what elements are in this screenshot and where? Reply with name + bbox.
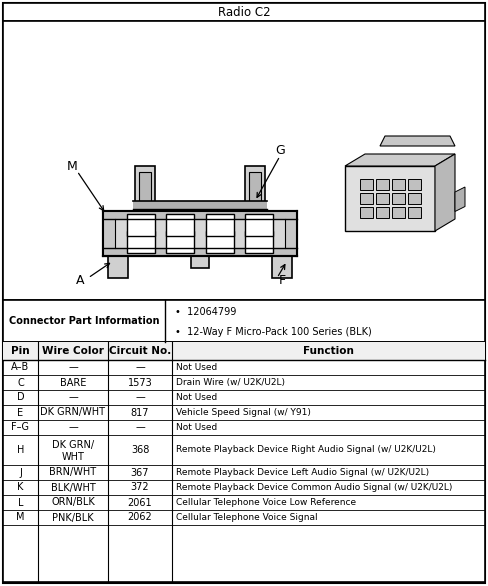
Bar bbox=[360, 207, 372, 218]
Bar bbox=[375, 207, 388, 218]
Text: BRN/WHT: BRN/WHT bbox=[49, 468, 97, 478]
Bar bbox=[391, 193, 405, 204]
Text: DK GRN/: DK GRN/ bbox=[52, 440, 94, 449]
Polygon shape bbox=[455, 187, 465, 212]
Text: G: G bbox=[275, 145, 285, 158]
Text: —: — bbox=[68, 363, 78, 373]
Bar bbox=[360, 179, 372, 190]
Text: BARE: BARE bbox=[60, 377, 86, 387]
Bar bbox=[166, 231, 194, 253]
Text: Remote Playback Device Right Audio Signal (w/ U2K/U2L): Remote Playback Device Right Audio Signa… bbox=[176, 445, 436, 455]
Text: 367: 367 bbox=[131, 468, 149, 478]
Text: Not Used: Not Used bbox=[176, 363, 217, 372]
Bar bbox=[133, 201, 267, 209]
Text: Pin: Pin bbox=[11, 346, 30, 356]
Bar bbox=[360, 193, 372, 204]
Bar bbox=[103, 248, 297, 256]
Text: —: — bbox=[135, 393, 145, 403]
Text: F–G: F–G bbox=[12, 423, 29, 432]
Bar bbox=[345, 166, 435, 231]
Bar bbox=[407, 207, 421, 218]
Text: Cellular Telephone Voice Signal: Cellular Telephone Voice Signal bbox=[176, 513, 318, 522]
Text: •  12-Way F Micro-Pack 100 Series (BLK): • 12-Way F Micro-Pack 100 Series (BLK) bbox=[175, 327, 372, 337]
Bar bbox=[249, 172, 261, 207]
Bar bbox=[3, 342, 485, 582]
Text: M: M bbox=[16, 513, 25, 523]
Bar bbox=[407, 193, 421, 204]
Text: Remote Playback Device Common Audio Signal (w/ U2K/U2L): Remote Playback Device Common Audio Sign… bbox=[176, 483, 452, 492]
Text: 817: 817 bbox=[131, 407, 149, 417]
Bar bbox=[206, 214, 234, 236]
Text: —: — bbox=[68, 423, 78, 432]
Bar bbox=[206, 231, 234, 253]
Bar bbox=[3, 342, 485, 360]
Bar bbox=[135, 166, 155, 211]
Text: A: A bbox=[76, 274, 84, 288]
Bar bbox=[191, 256, 209, 268]
Text: ORN/BLK: ORN/BLK bbox=[51, 498, 95, 507]
Text: —: — bbox=[135, 363, 145, 373]
Text: Vehicle Speed Signal (w/ Y91): Vehicle Speed Signal (w/ Y91) bbox=[176, 408, 311, 417]
Text: Function: Function bbox=[303, 346, 354, 356]
Text: L: L bbox=[18, 498, 23, 507]
Text: Circuit No.: Circuit No. bbox=[109, 346, 171, 356]
Text: 2062: 2062 bbox=[128, 513, 152, 523]
Text: Not Used: Not Used bbox=[176, 423, 217, 432]
Text: Cellular Telephone Voice Low Reference: Cellular Telephone Voice Low Reference bbox=[176, 498, 356, 507]
Bar bbox=[139, 172, 151, 207]
Text: 368: 368 bbox=[131, 445, 149, 455]
Text: H: H bbox=[17, 445, 24, 455]
Text: A–B: A–B bbox=[11, 363, 30, 373]
Bar bbox=[245, 214, 273, 236]
Text: E: E bbox=[18, 407, 23, 417]
Bar bbox=[126, 214, 155, 236]
Bar bbox=[391, 179, 405, 190]
Text: F: F bbox=[279, 274, 285, 288]
Text: 1573: 1573 bbox=[128, 377, 152, 387]
Bar bbox=[407, 179, 421, 190]
Bar bbox=[105, 219, 295, 248]
Bar bbox=[3, 21, 485, 300]
Text: —: — bbox=[135, 423, 145, 432]
Bar bbox=[166, 214, 194, 236]
Text: 2061: 2061 bbox=[128, 498, 152, 507]
Polygon shape bbox=[435, 154, 455, 231]
Bar bbox=[108, 256, 128, 278]
Text: Wire Color: Wire Color bbox=[42, 346, 104, 356]
Bar bbox=[285, 219, 297, 248]
Bar bbox=[375, 179, 388, 190]
Text: Drain Wire (w/ U2K/U2L): Drain Wire (w/ U2K/U2L) bbox=[176, 378, 285, 387]
Text: BLK/WHT: BLK/WHT bbox=[51, 482, 95, 492]
Bar bbox=[103, 211, 297, 256]
Text: Not Used: Not Used bbox=[176, 393, 217, 402]
Text: D: D bbox=[17, 393, 24, 403]
Text: Remote Playback Device Left Audio Signal (w/ U2K/U2L): Remote Playback Device Left Audio Signal… bbox=[176, 468, 429, 477]
Bar bbox=[272, 256, 292, 278]
Polygon shape bbox=[380, 136, 455, 146]
Text: DK GRN/WHT: DK GRN/WHT bbox=[41, 407, 105, 417]
Text: M: M bbox=[67, 159, 78, 172]
Bar bbox=[103, 211, 297, 219]
Text: —: — bbox=[68, 393, 78, 403]
Text: Radio C2: Radio C2 bbox=[218, 5, 270, 19]
Text: J: J bbox=[19, 468, 22, 478]
Text: 372: 372 bbox=[131, 482, 149, 492]
Text: WHT: WHT bbox=[61, 452, 84, 462]
Text: Connector Part Information: Connector Part Information bbox=[9, 316, 159, 326]
Polygon shape bbox=[345, 154, 455, 166]
Bar bbox=[103, 219, 115, 248]
Text: PNK/BLK: PNK/BLK bbox=[52, 513, 94, 523]
Bar bbox=[3, 300, 485, 342]
Bar bbox=[126, 231, 155, 253]
Text: K: K bbox=[17, 482, 24, 492]
Bar bbox=[3, 3, 485, 21]
Text: •  12064799: • 12064799 bbox=[175, 307, 236, 317]
Bar bbox=[391, 207, 405, 218]
Bar bbox=[245, 231, 273, 253]
Bar bbox=[245, 166, 265, 211]
Bar bbox=[375, 193, 388, 204]
Text: C: C bbox=[17, 377, 24, 387]
